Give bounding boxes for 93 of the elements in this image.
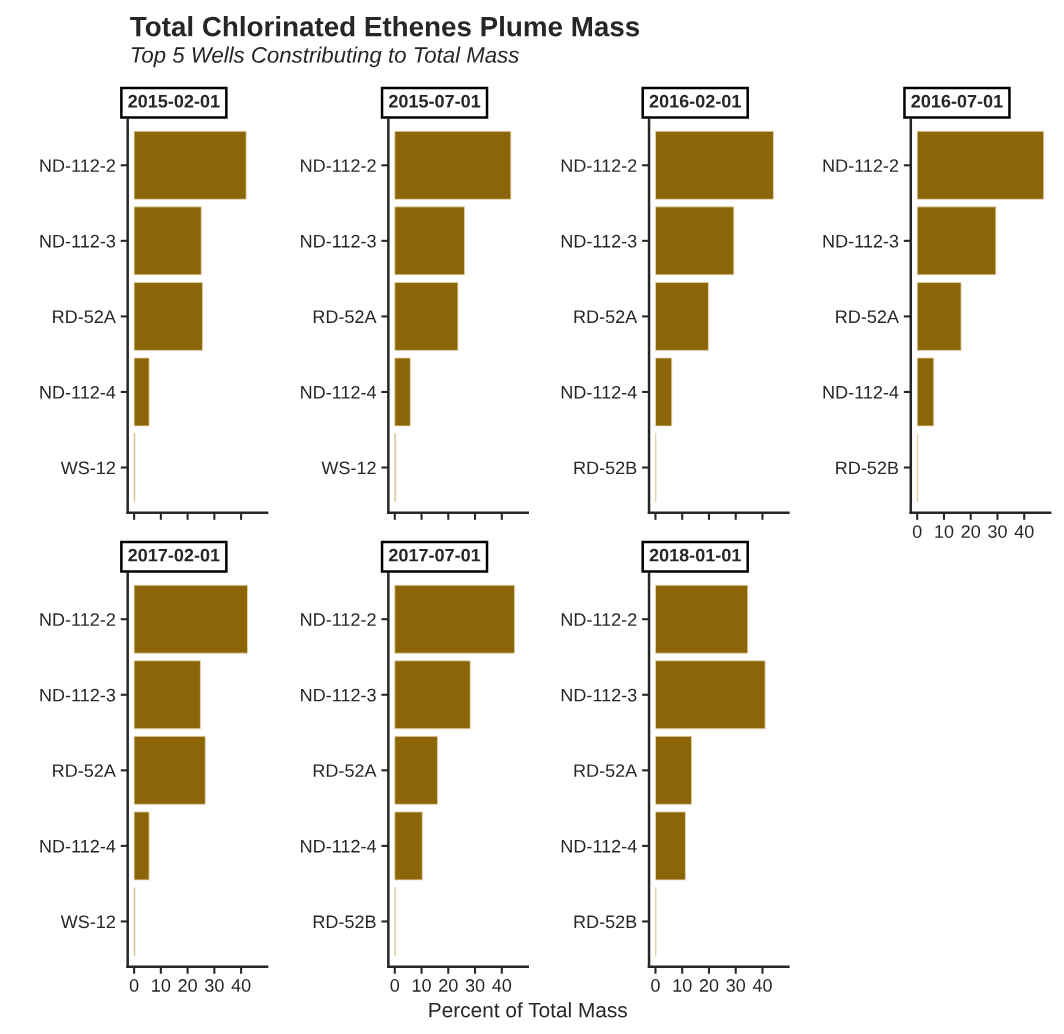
y-tick-label: ND-112-2 xyxy=(40,159,115,172)
x-tick-label: 30 xyxy=(465,979,485,992)
x-tick-label: 40 xyxy=(1014,525,1034,538)
y-tick-label: RD-52A xyxy=(53,764,116,778)
y-tick-label: ND-112-2 xyxy=(561,159,637,172)
bar xyxy=(394,130,512,200)
bar xyxy=(394,735,439,805)
bar xyxy=(916,281,962,351)
bar xyxy=(655,811,686,881)
x-axis-title: Percent of Total Mass xyxy=(429,1002,627,1018)
y-tick-label: ND-112-3 xyxy=(40,234,116,248)
y-tick-label: ND-112-4 xyxy=(301,839,377,853)
y-tick-label: ND-112-3 xyxy=(40,688,116,702)
y-tick-label: ND-112-3 xyxy=(561,688,637,702)
y-tick-label: WS-12 xyxy=(60,461,115,475)
bar xyxy=(655,206,735,276)
y-tick-label: ND-112-3 xyxy=(301,688,376,702)
chart-title: 2015-07-01 xyxy=(388,94,481,108)
bar xyxy=(655,660,766,730)
x-tick-label: 0 xyxy=(912,525,922,538)
bar xyxy=(133,584,248,654)
y-tick-label: ND-112-2 xyxy=(301,159,376,172)
y-tick-label: ND-112-3 xyxy=(823,234,899,248)
y-tick-label: RD-52B xyxy=(313,915,376,929)
y-tick-label: RD-52A xyxy=(836,310,899,324)
bar xyxy=(133,130,247,200)
text: Top 5 Wells Constributing to Total Mass xyxy=(131,46,519,68)
bar xyxy=(916,357,935,427)
x-tick-label: 0 xyxy=(390,979,400,992)
bar xyxy=(655,584,749,654)
bar xyxy=(133,206,202,276)
y-tick-label: RD-52B xyxy=(836,461,899,475)
bar xyxy=(394,206,466,276)
y-tick-label: RD-52B xyxy=(574,915,637,929)
bar xyxy=(916,206,997,276)
bar xyxy=(133,811,150,881)
y-tick-label: ND-112-2 xyxy=(823,159,899,172)
x-tick-label: 40 xyxy=(492,979,512,992)
y-tick-label: ND-112-4 xyxy=(301,385,377,399)
x-tick-label: 30 xyxy=(988,525,1007,538)
chart-title: 2018-01-01 xyxy=(649,548,741,562)
x-tick-label: 10 xyxy=(673,979,692,992)
chart-title: 2017-07-01 xyxy=(388,548,481,562)
bar xyxy=(394,811,423,881)
bar xyxy=(655,130,774,200)
y-tick-label: RD-52B xyxy=(574,461,637,475)
x-tick-label: 20 xyxy=(961,525,981,538)
x-tick-label: 10 xyxy=(412,979,431,992)
y-tick-label: ND-112-4 xyxy=(40,839,116,853)
y-tick-label: ND-112-3 xyxy=(561,234,637,248)
bar xyxy=(916,130,1045,200)
y-tick-label: RD-52A xyxy=(313,764,377,778)
y-tick-label: RD-52A xyxy=(53,310,116,324)
chart-title: 2016-02-01 xyxy=(649,94,741,108)
bar xyxy=(394,281,459,351)
y-tick-label: ND-112-2 xyxy=(40,613,115,626)
x-tick-label: 30 xyxy=(205,979,224,992)
bar xyxy=(655,281,709,351)
y-tick-label: ND-112-4 xyxy=(40,385,116,399)
x-tick-label: 0 xyxy=(129,979,139,992)
text: Total Chlorinated Ethenes Plume Mass xyxy=(130,16,640,37)
bar xyxy=(133,281,204,351)
y-tick-label: ND-112-4 xyxy=(823,385,899,399)
y-tick-label: RD-52A xyxy=(574,310,638,324)
bar xyxy=(394,357,411,427)
y-tick-label: ND-112-3 xyxy=(301,234,376,248)
x-tick-label: 10 xyxy=(935,525,954,538)
bar xyxy=(133,357,150,427)
y-tick-label: ND-112-4 xyxy=(561,839,637,853)
x-tick-label: 20 xyxy=(178,979,197,992)
bar xyxy=(394,584,516,654)
chart-title: 2016-07-01 xyxy=(911,94,1003,108)
y-tick-label: ND-112-2 xyxy=(301,613,376,626)
x-tick-label: 20 xyxy=(439,979,458,992)
chart-title: 2017-02-01 xyxy=(128,548,220,562)
bar xyxy=(133,735,206,805)
x-tick-label: 40 xyxy=(752,979,772,992)
bar xyxy=(655,357,673,427)
bar xyxy=(655,735,692,805)
x-tick-label: 40 xyxy=(231,979,251,992)
x-tick-label: 10 xyxy=(152,979,171,992)
y-tick-label: ND-112-2 xyxy=(561,613,637,626)
bar xyxy=(394,660,471,730)
x-tick-label: 20 xyxy=(699,979,719,992)
y-tick-label: RD-52A xyxy=(313,310,377,324)
y-tick-label: RD-52A xyxy=(574,764,638,778)
y-tick-label: WS-12 xyxy=(60,915,115,929)
bar xyxy=(133,660,201,730)
chart-title: 2015-02-01 xyxy=(128,94,220,108)
x-tick-label: 30 xyxy=(726,979,746,992)
x-tick-label: 0 xyxy=(651,979,660,992)
y-tick-label: ND-112-4 xyxy=(561,385,637,399)
y-tick-label: WS-12 xyxy=(321,461,376,475)
